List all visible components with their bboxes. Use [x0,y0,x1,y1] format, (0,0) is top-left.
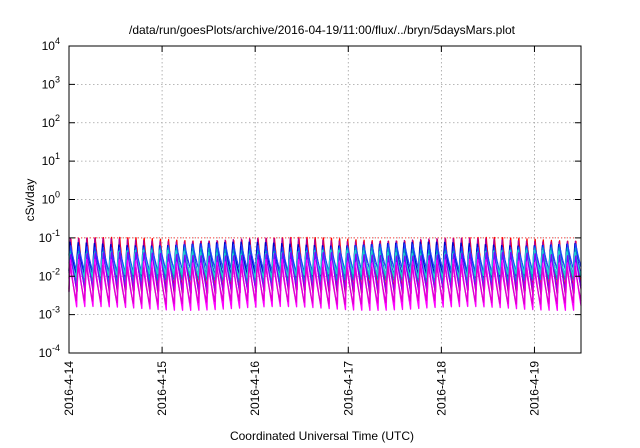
chart-title: /data/run/goesPlots/archive/2016-04-19/1… [129,23,516,37]
series-group [68,236,582,312]
y-axis-title: cSv/day [23,179,37,222]
x-axis: 2016-4-14 2016-4-15 2016-4-16 2016-4-17 2016… [62,46,541,416]
y-axis: 10-4 10-3 10-2 10-1 100 101 102 103 104 [39,36,581,360]
x-tick-label: 2016-4-18 [434,361,448,416]
series-line [68,263,582,305]
x-tick-label: 2016-4-19 [527,361,541,416]
y-tick-label: 10-1 [39,228,60,245]
y-tick-label: 100 [42,190,60,207]
y-tick-label: 10-2 [39,266,60,283]
y-tick-label: 102 [42,113,60,130]
y-tick-label: 10-4 [39,343,60,360]
series-line [68,251,582,295]
x-tick-label: 2016-4-16 [248,361,262,416]
grid-lines [69,46,581,353]
y-tick-label: 10-3 [39,305,60,322]
y-tick-label: 101 [42,151,60,168]
x-tick-label: 2016-4-14 [62,361,76,416]
series-line [68,243,582,276]
y-tick-label: 104 [42,36,60,53]
x-tick-label: 2016-4-17 [341,361,355,416]
x-tick-label: 2016-4-15 [155,361,169,416]
x-axis-title: Coordinated Universal Time (UTC) [230,429,414,443]
y-tick-label: 103 [42,74,60,91]
